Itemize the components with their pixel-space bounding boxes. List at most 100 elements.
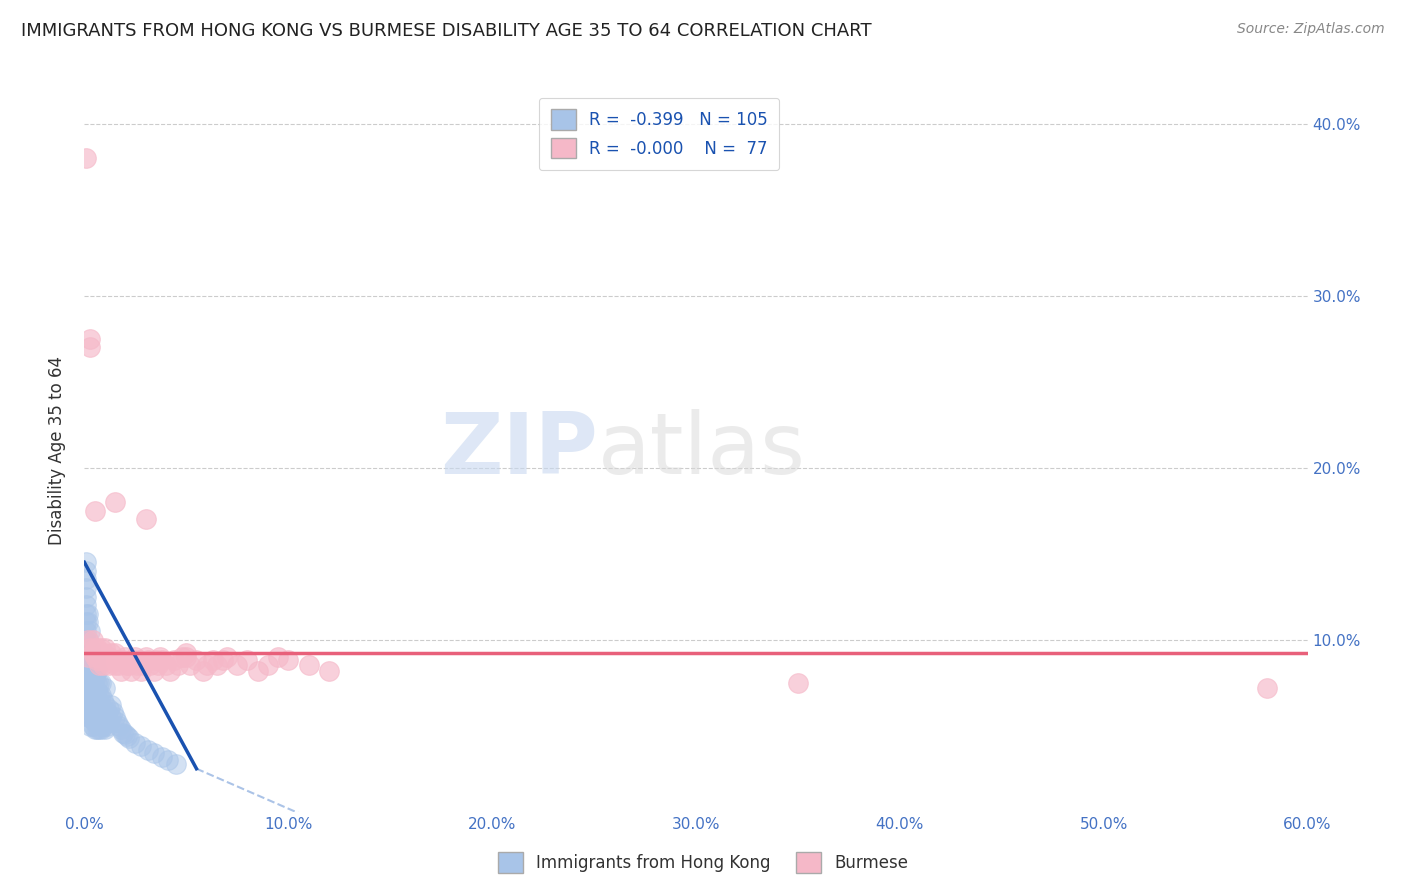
Point — [79, 641, 101, 656]
Point — [132, 658, 155, 673]
Point — [104, 647, 127, 661]
Point — [165, 756, 187, 771]
Point — [77, 710, 100, 724]
Point — [104, 495, 127, 509]
Point — [75, 675, 97, 690]
Point — [79, 719, 101, 733]
Point — [91, 705, 114, 719]
Point — [83, 715, 105, 730]
Point — [86, 653, 108, 667]
Point — [97, 649, 120, 664]
Point — [87, 722, 110, 736]
Point — [86, 664, 108, 678]
Point — [135, 512, 157, 526]
Point — [82, 710, 104, 724]
Point — [112, 653, 135, 667]
Point — [75, 581, 97, 595]
Text: atlas: atlas — [598, 409, 806, 492]
Point — [110, 722, 132, 736]
Point — [86, 675, 108, 690]
Point — [91, 719, 114, 733]
Point — [118, 731, 141, 745]
Point — [105, 715, 128, 730]
Point — [86, 641, 108, 656]
Point — [75, 615, 97, 630]
Point — [142, 746, 165, 760]
Point — [77, 693, 100, 707]
Point — [191, 664, 214, 678]
Point — [77, 675, 100, 690]
Point — [122, 653, 145, 667]
Point — [112, 725, 135, 739]
Point — [75, 641, 97, 656]
Point — [82, 693, 104, 707]
Point — [118, 658, 141, 673]
Point — [75, 632, 97, 647]
Point — [97, 715, 120, 730]
Point — [96, 653, 118, 667]
Point — [83, 688, 105, 702]
Point — [77, 701, 100, 715]
Point — [77, 615, 100, 630]
Point — [86, 722, 108, 736]
Point — [114, 649, 136, 664]
Point — [135, 649, 157, 664]
Point — [277, 653, 299, 667]
Point — [79, 332, 101, 346]
Point — [150, 749, 173, 764]
Point — [217, 649, 239, 664]
Point — [83, 664, 105, 678]
Point — [131, 664, 153, 678]
Point — [136, 743, 159, 757]
Point — [104, 710, 127, 724]
Point — [146, 658, 169, 673]
Point — [77, 649, 100, 664]
Point — [104, 658, 127, 673]
Legend: R =  -0.399   N = 105, R =  -0.000    N =  77: R = -0.399 N = 105, R = -0.000 N = 77 — [538, 97, 779, 169]
Point — [136, 653, 159, 667]
Point — [96, 705, 118, 719]
Point — [226, 658, 249, 673]
Point — [83, 641, 105, 656]
Point — [131, 739, 153, 754]
Point — [124, 736, 146, 750]
Point — [172, 649, 194, 664]
Point — [127, 658, 149, 673]
Point — [83, 705, 105, 719]
Point — [75, 599, 97, 613]
Legend: Immigrants from Hong Kong, Burmese: Immigrants from Hong Kong, Burmese — [491, 846, 915, 880]
Point — [77, 632, 100, 647]
Point — [79, 658, 101, 673]
Point — [212, 653, 235, 667]
Point — [82, 649, 104, 664]
Point — [83, 698, 105, 712]
Point — [77, 684, 100, 698]
Point — [787, 675, 810, 690]
Point — [75, 573, 97, 587]
Point — [90, 698, 112, 712]
Point — [87, 658, 110, 673]
Point — [97, 658, 120, 673]
Point — [156, 753, 179, 767]
Y-axis label: Disability Age 35 to 64: Disability Age 35 to 64 — [48, 356, 66, 545]
Point — [97, 701, 120, 715]
Point — [110, 664, 132, 678]
Text: IMMIGRANTS FROM HONG KONG VS BURMESE DISABILITY AGE 35 TO 64 CORRELATION CHART: IMMIGRANTS FROM HONG KONG VS BURMESE DIS… — [21, 22, 872, 40]
Point — [77, 632, 100, 647]
Point — [75, 701, 97, 715]
Point — [105, 653, 128, 667]
Point — [79, 649, 101, 664]
Point — [90, 653, 112, 667]
Point — [75, 564, 97, 578]
Point — [75, 151, 97, 165]
Point — [83, 653, 105, 667]
Point — [75, 649, 97, 664]
Point — [91, 658, 114, 673]
Point — [83, 671, 105, 685]
Point — [93, 722, 115, 736]
Point — [82, 658, 104, 673]
Text: ZIP: ZIP — [440, 409, 598, 492]
Point — [108, 658, 131, 673]
Point — [115, 729, 138, 743]
Point — [77, 641, 100, 656]
